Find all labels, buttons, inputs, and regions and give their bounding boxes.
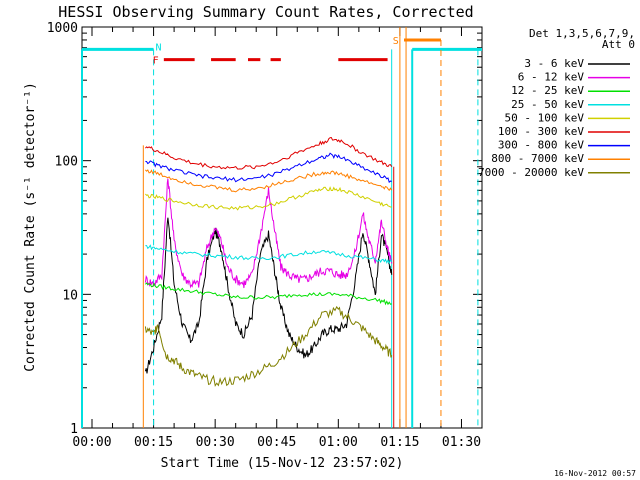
x-tick-label: 01:00 — [319, 435, 358, 450]
legend-label: 6 - 12 keV — [518, 71, 585, 84]
x-tick-label: 00:00 — [72, 435, 111, 450]
plot-frame — [81, 26, 483, 429]
y-axis-label: Corrected Count Rate (s⁻¹ detector⁻¹) — [23, 82, 38, 372]
plot-area: 1 10 100 1000 00:00 00:15 00:30 00:45 01:00 01:15… — [47, 21, 483, 450]
x-tick-label: 00:30 — [196, 435, 235, 450]
series-line-5 — [145, 136, 393, 170]
y-tick-label: 10 — [62, 288, 78, 303]
x-axis-label: Start Time (15-Nov-12 23:57:02) — [161, 456, 404, 471]
x-tick-label: 00:45 — [257, 435, 296, 450]
legend-label: 12 - 25 keV — [511, 84, 584, 97]
chart-title: HESSI Observing Summary Count Rates, Cor… — [58, 3, 473, 21]
legend-label: 800 - 7000 keV — [491, 152, 584, 165]
legend-label: 50 - 100 keV — [505, 111, 585, 124]
flag-label-f: F — [153, 56, 159, 67]
y-tick-label: 100 — [55, 155, 78, 170]
legend-header: Det 1,3,5,6,7,9, — [529, 27, 635, 40]
legend-label: 25 - 50 keV — [511, 98, 584, 111]
x-tick-label: 01:30 — [442, 435, 481, 450]
y-tick-label: 1000 — [47, 21, 78, 36]
legend-header: Att 0 — [602, 38, 635, 51]
timestamp: 16-Nov-2012 00:57 — [554, 469, 636, 478]
series-line-6 — [145, 152, 392, 183]
y-tick-label: 1 — [70, 422, 78, 437]
series-line-2 — [145, 282, 392, 306]
legend-label: 3 - 6 keV — [524, 57, 584, 70]
x-tick-label: 01:15 — [380, 435, 419, 450]
series-line-8 — [144, 305, 393, 387]
series-line-1 — [144, 178, 393, 289]
series-line-4 — [145, 186, 392, 211]
flag-label-n: N — [155, 42, 161, 53]
series-line-3 — [145, 244, 393, 265]
legend-label: 300 - 800 keV — [498, 139, 584, 152]
series-line-0 — [144, 217, 393, 374]
legend-label: 7000 - 20000 keV — [478, 166, 584, 179]
flag-label-s: S — [393, 36, 399, 47]
legend-label: 100 - 300 keV — [498, 125, 584, 138]
series-line-7 — [145, 169, 393, 193]
x-tick-label: 00:15 — [134, 435, 173, 450]
